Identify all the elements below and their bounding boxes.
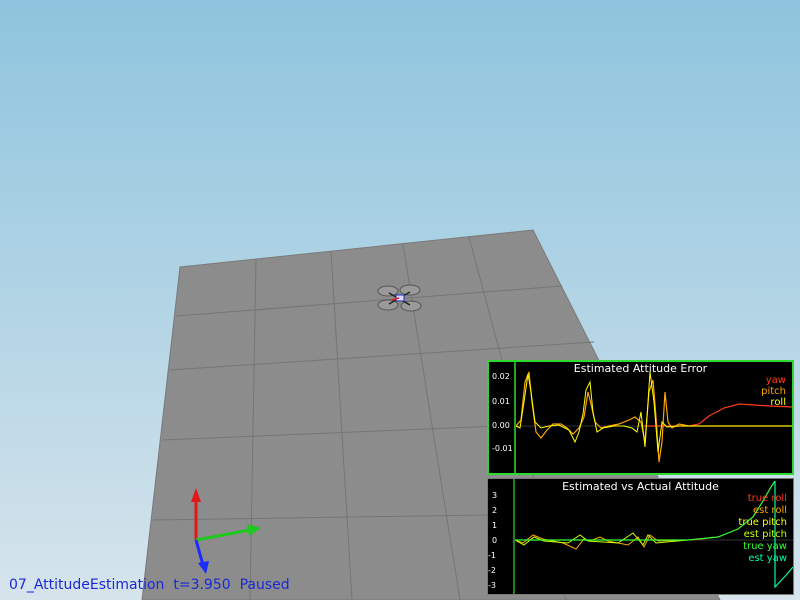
y-tick-label: 0 [492, 536, 498, 545]
legend-entry: pitch [761, 386, 786, 397]
y-tick-label: 3 [492, 491, 498, 500]
sim-time: t=3.950 [173, 577, 231, 593]
y-tick-label: 1 [492, 521, 498, 530]
y-tick-label: -3 [488, 581, 496, 590]
sim-state: Paused [239, 577, 290, 593]
roll-trace [515, 371, 792, 453]
y-tick-label: 2 [492, 506, 498, 515]
legend-entry: est yaw [748, 553, 787, 564]
plot-legend: true roll est roll true pitch est pitch … [738, 493, 787, 565]
scenario-name: 07_AttitudeEstimation [9, 577, 165, 593]
legend-entry: true roll [747, 493, 787, 504]
comparison-traces [513, 479, 793, 594]
status-bar: 07_AttitudeEstimation t=3.950 Paused [9, 577, 290, 593]
y-tick-label: 0.02 [492, 372, 510, 381]
est-roll-trace [514, 534, 689, 550]
y-tick-label: -2 [488, 566, 496, 575]
legend-entry: yaw [765, 375, 786, 386]
y-tick-label: 0.00 [492, 421, 510, 430]
plot-legend: yaw pitch roll [761, 375, 786, 408]
legend-entry: true yaw [743, 541, 787, 552]
legend-entry: est roll [752, 505, 787, 516]
yaw-trace [644, 403, 792, 427]
plot-title: Estimated Attitude Error [573, 362, 708, 375]
plot-title: Estimated vs Actual Attitude [562, 480, 719, 493]
error-traces [514, 362, 792, 473]
y-tick-label: -0.01 [492, 444, 513, 453]
legend-entry: true pitch [738, 517, 787, 528]
est-yaw-trace [774, 481, 793, 589]
legend-entry: roll [770, 397, 786, 408]
quadrotor[interactable] [377, 284, 422, 312]
y-tick-label: 0.01 [492, 397, 510, 406]
true-yaw-trace [515, 480, 776, 541]
pitch-trace [515, 371, 792, 463]
attitude-error-plot[interactable]: Estimated Attitude Error 0.02 0.01 0.00 … [487, 360, 794, 475]
axes-gizmo [191, 488, 261, 574]
attitude-comparison-plot[interactable]: Estimated vs Actual Attitude 3 2 1 0 -1 … [487, 478, 794, 595]
legend-entry: est pitch [743, 529, 787, 540]
est-pitch-trace [514, 532, 689, 546]
y-tick-label: -1 [488, 551, 496, 560]
